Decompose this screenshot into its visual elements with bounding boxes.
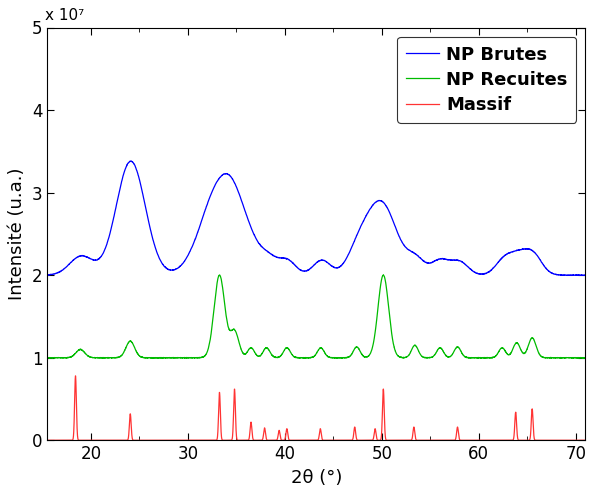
NP Brutes bbox=[127, 158, 134, 164]
Massif bbox=[160, 437, 167, 443]
NP Recuites bbox=[285, 347, 293, 353]
Massif bbox=[511, 416, 519, 422]
NP Brutes bbox=[567, 273, 575, 279]
NP Brutes bbox=[387, 212, 395, 218]
Massif bbox=[582, 437, 589, 443]
Massif bbox=[44, 437, 51, 443]
Line: NP Brutes: NP Brutes bbox=[47, 161, 585, 276]
NP Brutes bbox=[286, 257, 293, 263]
NP Recuites bbox=[44, 355, 51, 361]
Massif bbox=[387, 437, 395, 443]
NP Brutes bbox=[526, 247, 533, 252]
NP Recuites bbox=[582, 355, 589, 361]
Line: Massif: Massif bbox=[47, 376, 585, 440]
NP Recuites bbox=[511, 341, 519, 347]
NP Recuites bbox=[380, 272, 387, 278]
Massif bbox=[72, 373, 79, 379]
Legend: NP Brutes, NP Recuites, Massif: NP Brutes, NP Recuites, Massif bbox=[398, 37, 576, 123]
NP Recuites bbox=[387, 324, 395, 330]
NP Brutes bbox=[511, 248, 519, 254]
NP Recuites bbox=[581, 355, 588, 361]
NP Recuites bbox=[557, 355, 564, 361]
Text: x 10⁷: x 10⁷ bbox=[45, 8, 84, 23]
Massif bbox=[575, 437, 582, 443]
NP Recuites bbox=[575, 354, 582, 360]
NP Recuites bbox=[526, 338, 533, 344]
NP Brutes bbox=[582, 272, 589, 278]
NP Brutes bbox=[581, 272, 588, 278]
Massif bbox=[286, 437, 293, 443]
Y-axis label: Intensité (u.a.): Intensité (u.a.) bbox=[8, 168, 26, 300]
X-axis label: 2θ (°): 2θ (°) bbox=[291, 469, 342, 487]
Massif bbox=[526, 436, 533, 442]
Massif bbox=[581, 437, 588, 443]
NP Brutes bbox=[575, 272, 582, 278]
Line: NP Recuites: NP Recuites bbox=[47, 275, 585, 358]
NP Brutes bbox=[44, 272, 51, 278]
